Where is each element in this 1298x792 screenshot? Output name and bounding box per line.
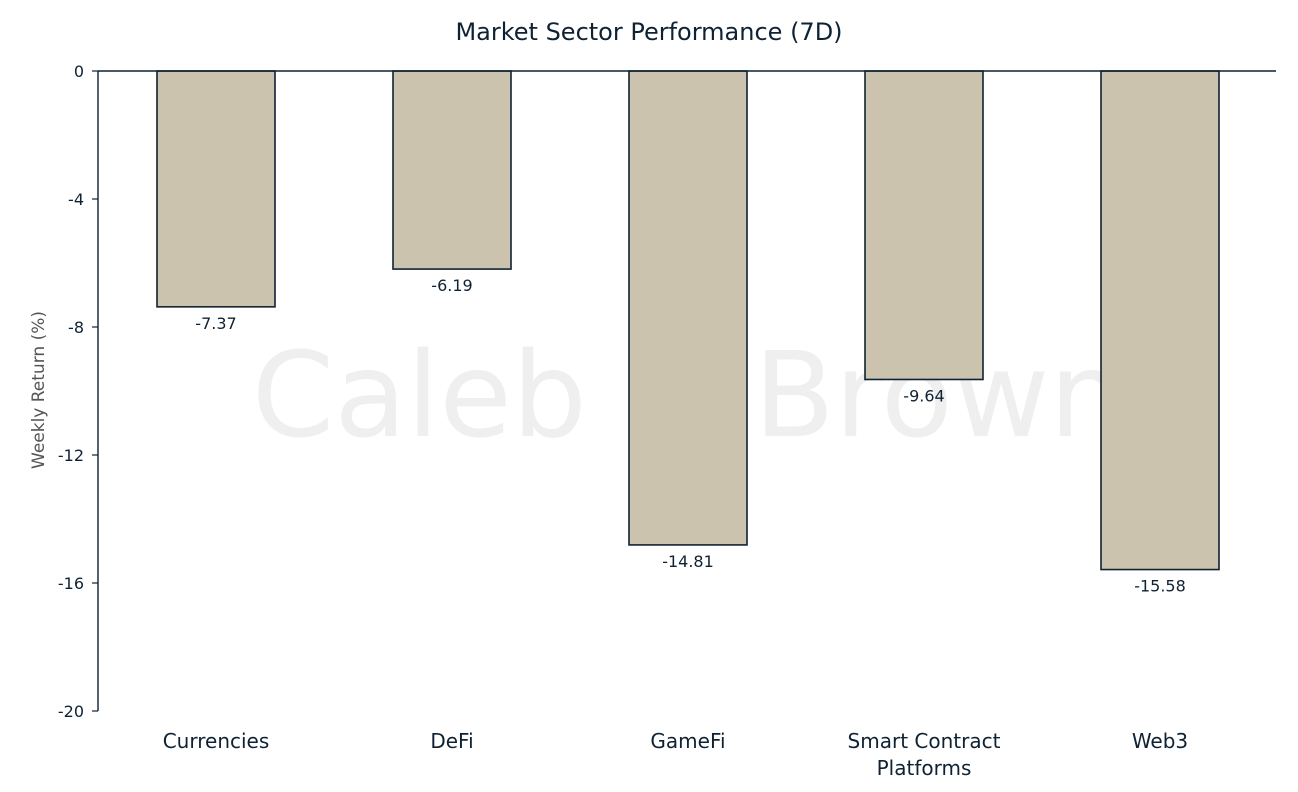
bar-value-label: -9.64 [903,386,944,405]
bars-layer [156,70,1220,571]
x-tick-label: Smart Contract [848,729,1001,753]
y-tick-label: 0 [74,62,84,81]
bar-defi [392,70,512,270]
bar-value-label: -14.81 [662,552,714,571]
x-tick-label: Platforms [877,756,972,780]
x-tick-label: Web3 [1132,729,1188,753]
y-tick-label: -8 [68,318,84,337]
y-axis-label: Weekly Return (%) [29,311,49,469]
bar-web3 [1100,70,1220,571]
bar-gamefi [628,70,748,546]
y-tick-label: -16 [58,574,84,593]
bar-smart-contract-platforms [864,70,984,381]
bar-currencies [156,70,276,308]
y-tick-label: -12 [58,446,84,465]
bar-value-label: -7.37 [195,314,236,333]
x-tick-label: DeFi [430,729,473,753]
axes-layer [92,70,1276,712]
labels-layer: -7.37 Currencies -6.19 DeFi -14.81 GameFi -9.6… [58,62,1188,780]
bar-value-label: -6.19 [431,276,472,295]
bar-value-label: -15.58 [1134,577,1186,596]
x-tick-label: GameFi [650,729,725,753]
y-tick-label: -4 [68,190,84,209]
x-tick-label: Currencies [163,729,270,753]
y-tick-label: -20 [58,702,84,721]
chart-title: Market Sector Performance (7D) [455,18,842,46]
